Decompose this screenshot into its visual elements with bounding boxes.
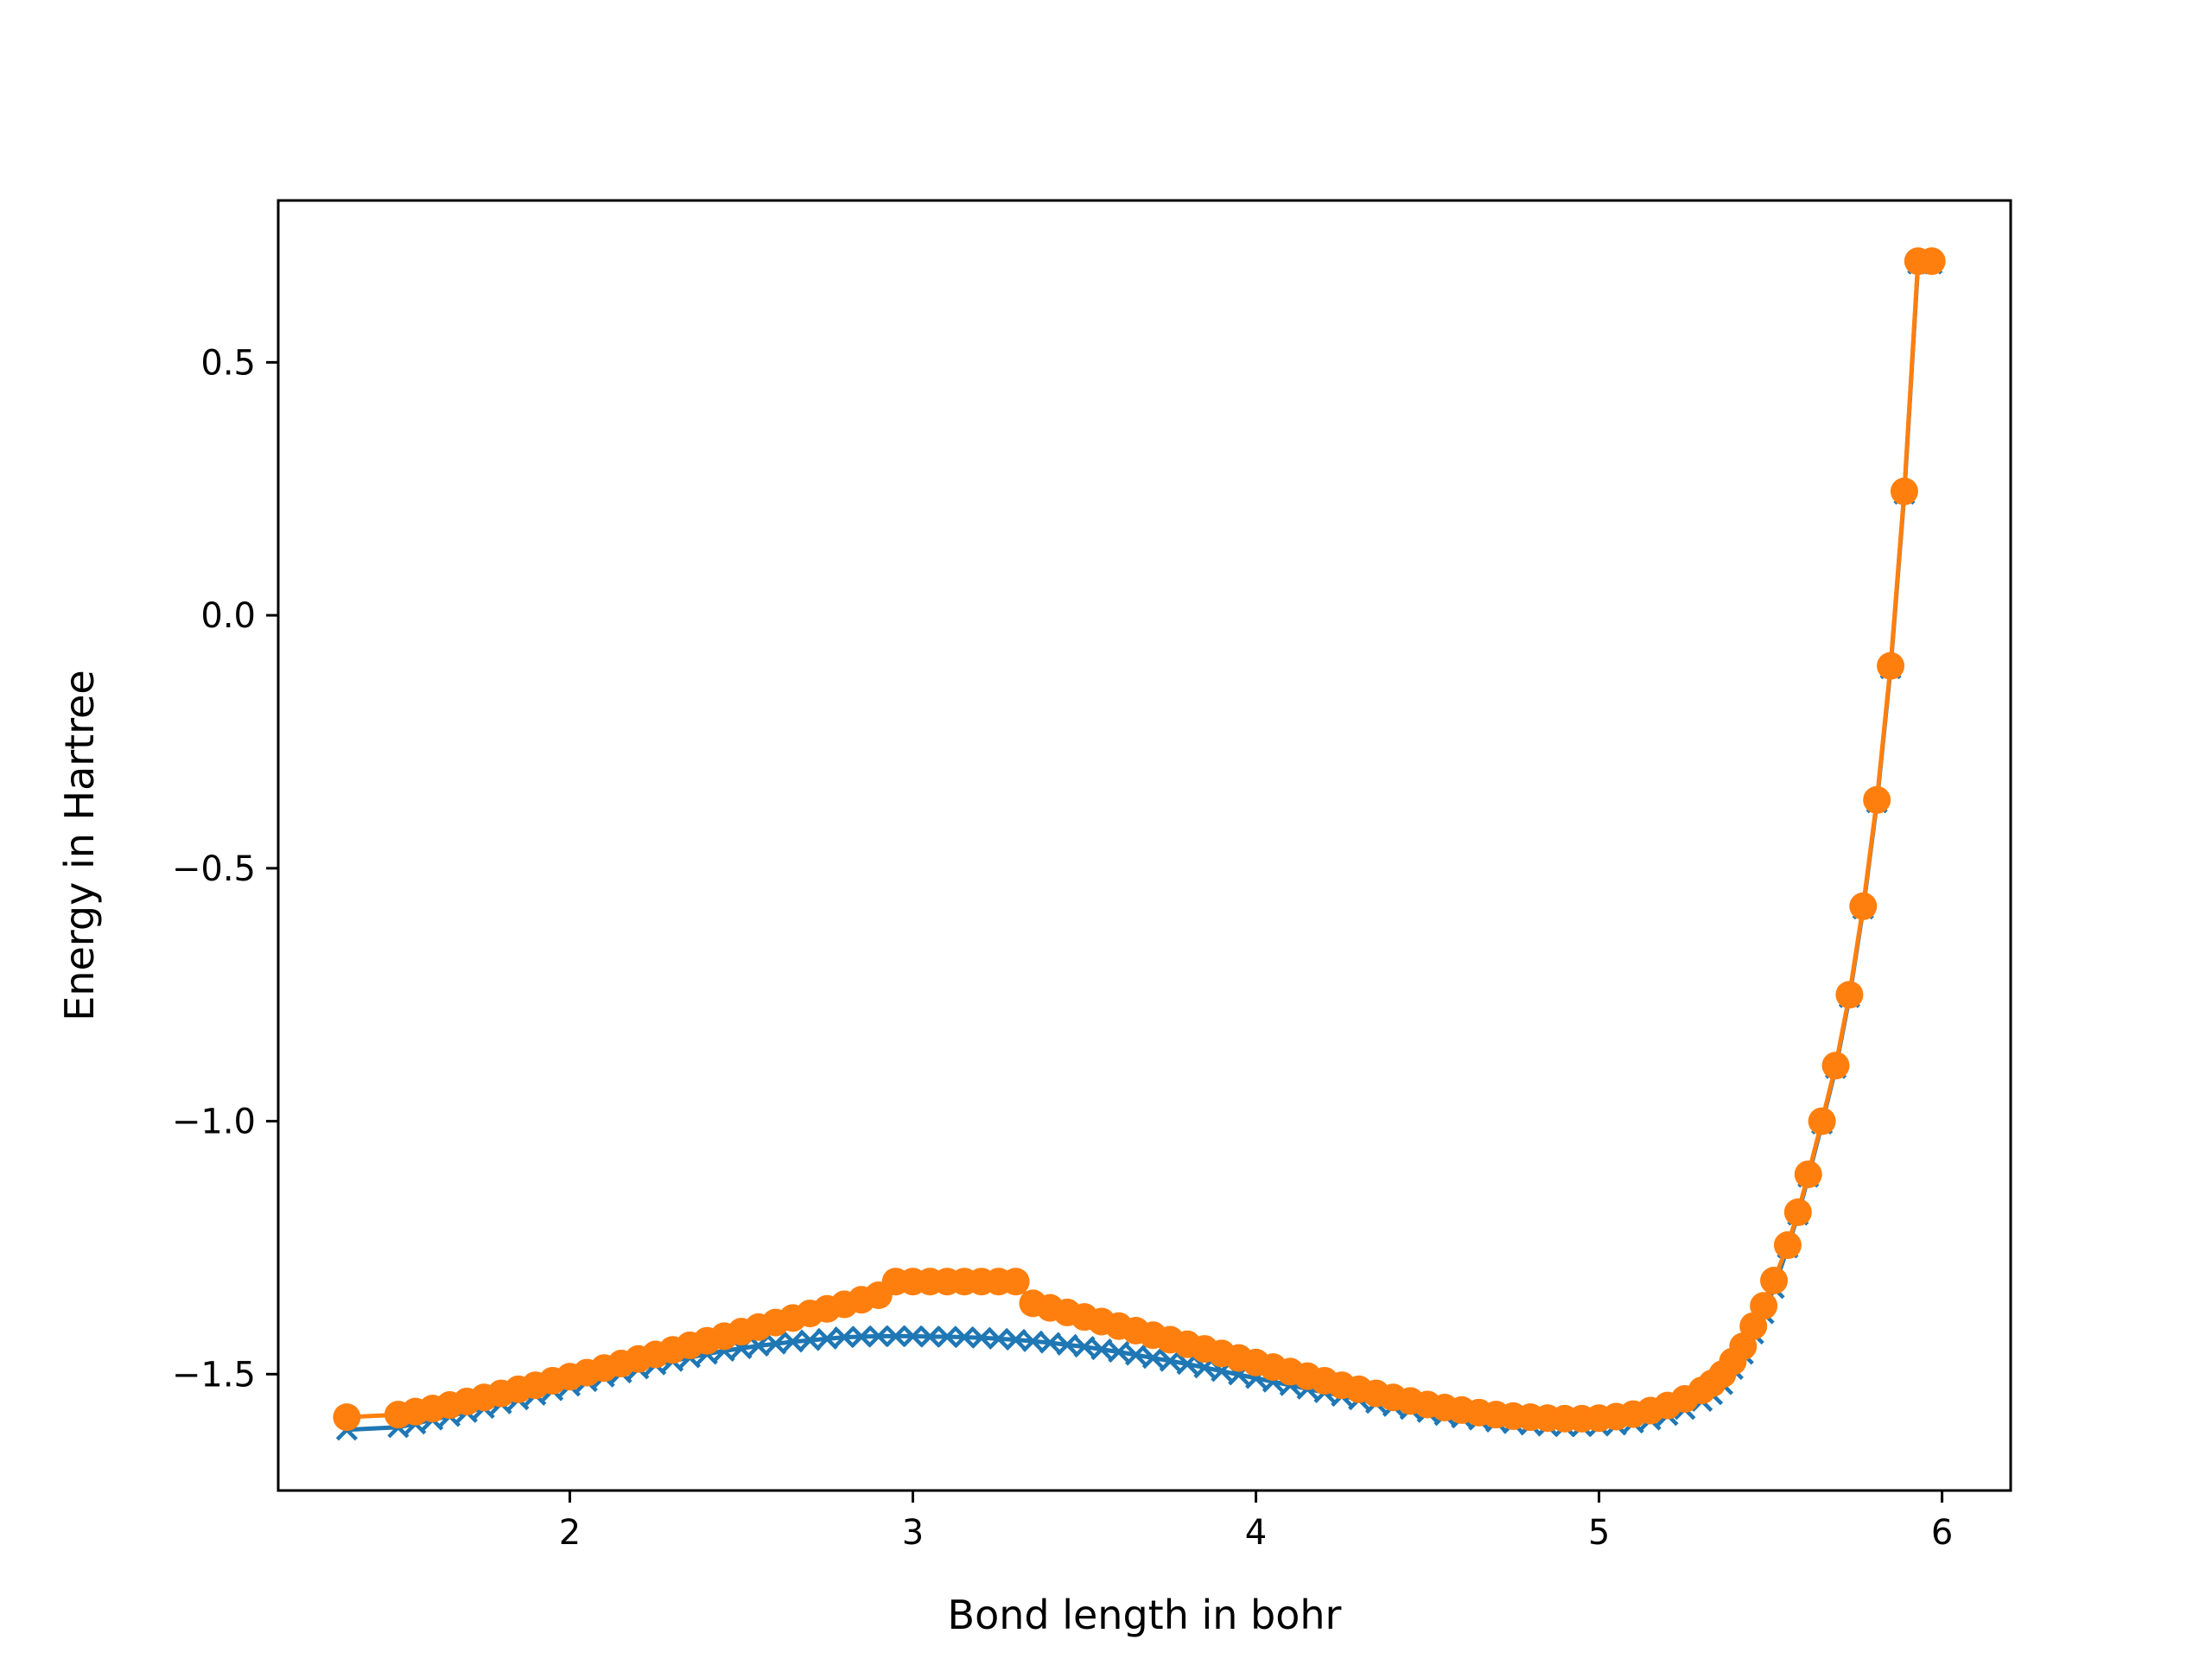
series-1-point (798, 1329, 821, 1351)
x-tick-label: 4 (1245, 1513, 1267, 1553)
series-2-point (1877, 652, 1905, 680)
series-1-point (953, 1326, 976, 1349)
x-axis-label: Bond length in bohr (948, 1592, 1342, 1638)
series-1-point (885, 1325, 907, 1348)
series-2-point (1835, 981, 1864, 1009)
series-2-point (1890, 477, 1918, 505)
series-2-point (1001, 1268, 1030, 1296)
series-1-point (988, 1327, 1010, 1350)
series-1-point (1021, 1330, 1045, 1352)
series-layer (333, 247, 1946, 1441)
series-2-point (1783, 1198, 1812, 1226)
series-1-point (1176, 1353, 1198, 1376)
series-2 (333, 247, 1946, 1433)
y-tick-label: −0.5 (172, 849, 256, 889)
x-tick-label: 5 (1588, 1513, 1610, 1553)
series-2-point (1821, 1052, 1850, 1080)
series-1-point (868, 1325, 890, 1348)
series-1-point (1090, 1338, 1113, 1361)
series-1-point (918, 1325, 941, 1348)
series-2-point (1750, 1292, 1778, 1320)
series-1-point (1108, 1340, 1130, 1363)
series-1-point (1141, 1347, 1165, 1370)
series-2-point (1863, 785, 1891, 814)
series-2-point (333, 1403, 361, 1432)
y-tick-label: −1.5 (172, 1355, 256, 1395)
series-1-point (970, 1326, 993, 1349)
x-tick-label: 6 (1931, 1513, 1953, 1553)
series-1-point (1005, 1328, 1027, 1351)
y-tick-label: −1.0 (172, 1103, 256, 1142)
series-1-point (816, 1327, 838, 1350)
x-tick-label: 3 (902, 1513, 924, 1553)
series-1-point (901, 1325, 925, 1348)
series-2-point (1917, 247, 1946, 276)
series-2-point (1773, 1231, 1802, 1260)
series-1-point (936, 1325, 958, 1348)
series-1-point (833, 1326, 855, 1349)
y-axis-label: Energy in Hartree (56, 670, 103, 1020)
x-tick-label: 2 (559, 1513, 581, 1553)
series-1-point (1159, 1350, 1181, 1372)
y-tick-label: 0.5 (200, 343, 256, 383)
series-1-point (1056, 1333, 1078, 1356)
plot-frame (276, 199, 2012, 1492)
series-2-point (1849, 892, 1878, 920)
series-2-point (1794, 1160, 1822, 1189)
series-1-point (1039, 1332, 1061, 1354)
series-1-point (1124, 1344, 1147, 1366)
series-1-point (850, 1325, 873, 1348)
y-tick-label: 0.0 (200, 596, 256, 636)
series-2-point (1808, 1107, 1836, 1135)
axes-layer: 2 3 4 5 6 −1.5 −1.0 −0.5 0.0 0.5 (172, 343, 1953, 1553)
series-1-point (765, 1332, 787, 1355)
series-2-point (1760, 1267, 1789, 1295)
series-1-point (1073, 1336, 1096, 1358)
series-1-point (781, 1331, 804, 1353)
